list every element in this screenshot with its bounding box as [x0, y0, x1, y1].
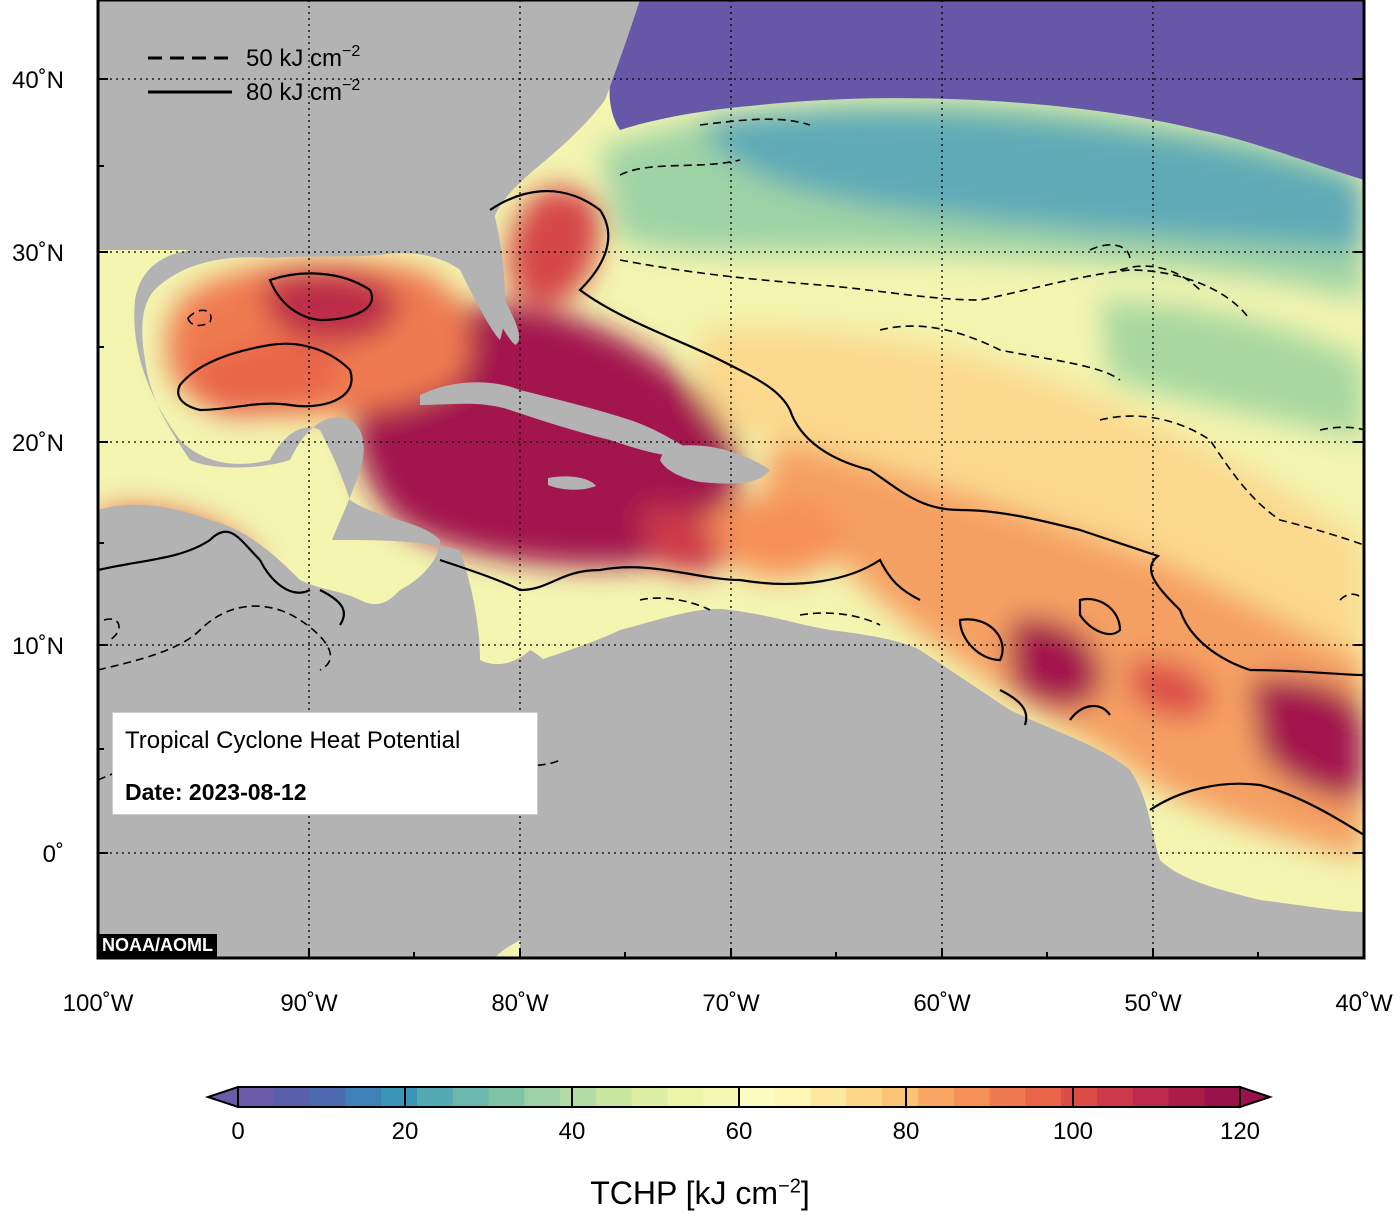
colorbar-swatch — [846, 1087, 883, 1107]
lon-tick-label: 50˚W — [1124, 990, 1182, 1017]
colorbar-swatch — [739, 1087, 776, 1107]
lon-tick-label: 100˚W — [63, 990, 134, 1017]
date-label: Date: 2023-08-12 — [125, 779, 307, 805]
colorbar-swatch — [703, 1087, 740, 1107]
contour-legend: 50 kJ cm−2 80 kJ cm−2 — [148, 43, 360, 106]
colorbar-label: TCHP [kJ cm−2] — [590, 1175, 810, 1211]
colorbar-swatch — [595, 1087, 633, 1107]
colorbar: 0 20 40 60 80 100 120 — [204, 1085, 1274, 1145]
lon-tick-label: 40˚W — [1335, 990, 1393, 1017]
colorbar-max-arrow — [1239, 1085, 1274, 1109]
colorbar-swatch — [309, 1087, 346, 1107]
colorbar-swatch — [560, 1087, 597, 1107]
info-box: Tropical Cyclone Heat Potential Date: 20… — [112, 712, 538, 815]
tick-marks — [98, 78, 1364, 958]
colorbar-swatch — [667, 1087, 704, 1107]
lat-tick-label: 40˚N — [12, 67, 64, 94]
colorbar-min-arrow — [204, 1085, 239, 1109]
colorbar-swatch — [524, 1087, 561, 1107]
lat-tick-label: 20˚N — [12, 430, 64, 457]
colorbar-swatch — [774, 1087, 812, 1107]
colorbar-swatch — [1025, 1087, 1062, 1107]
colorbar-swatch — [452, 1087, 489, 1107]
contour-80 — [98, 190, 1364, 836]
lon-tick-label: 70˚W — [702, 990, 760, 1017]
lon-tick-label: 80˚W — [491, 990, 549, 1017]
colorbar-swatch — [631, 1087, 668, 1107]
colorbar-swatch — [345, 1087, 382, 1107]
colorbar-swatch — [488, 1087, 525, 1107]
colorbar-tick-label: 100 — [1053, 1118, 1093, 1145]
colorbar-swatch — [953, 1087, 990, 1107]
legend-50-label: 50 kJ cm−2 — [246, 43, 360, 72]
colorbar-swatch — [917, 1087, 955, 1107]
colorbar-swatch — [989, 1087, 1026, 1107]
colorbar-swatch — [1132, 1087, 1169, 1107]
lat-tick-label: 10˚N — [12, 633, 64, 660]
colorbar-swatch — [1096, 1087, 1134, 1107]
lon-tick-label: 90˚W — [280, 990, 338, 1017]
colorbar-tick-label: 0 — [231, 1118, 244, 1145]
colorbar-swatch — [1204, 1087, 1241, 1107]
legend-80-label: 80 kJ cm−2 — [246, 77, 360, 106]
cold-water-north — [609, 0, 1364, 180]
colorbar-swatch — [1061, 1087, 1098, 1107]
colorbar-swatch — [238, 1087, 275, 1107]
colorbar-swatch — [1168, 1087, 1205, 1107]
credit-label: NOAA/AOML — [98, 934, 217, 957]
lat-axis: 40˚N 30˚N 20˚N 10˚N 0˚ — [12, 67, 64, 868]
lon-tick-label: 60˚W — [913, 990, 971, 1017]
colorbar-tick-label: 60 — [726, 1118, 753, 1145]
colorbar-swatch — [810, 1087, 847, 1107]
colorbar-swatch — [416, 1087, 454, 1107]
colorbar-tick-label: 80 — [893, 1118, 920, 1145]
colorbar-swatch — [273, 1087, 311, 1107]
lat-tick-label: 0˚ — [43, 841, 64, 868]
colorbar-tick-label: 120 — [1220, 1118, 1260, 1145]
lat-tick-label: 30˚N — [12, 240, 64, 267]
colorbar-tick-label: 20 — [392, 1118, 419, 1145]
colorbar-tick-label: 40 — [559, 1118, 586, 1145]
map-title: Tropical Cyclone Heat Potential — [125, 727, 461, 754]
lon-axis: 100˚W 90˚W 80˚W 70˚W 60˚W 50˚W 40˚W — [63, 990, 1393, 1017]
colorbar-swatch — [882, 1087, 919, 1107]
colorbar-swatch — [381, 1087, 418, 1107]
map-frame — [98, 0, 1364, 958]
